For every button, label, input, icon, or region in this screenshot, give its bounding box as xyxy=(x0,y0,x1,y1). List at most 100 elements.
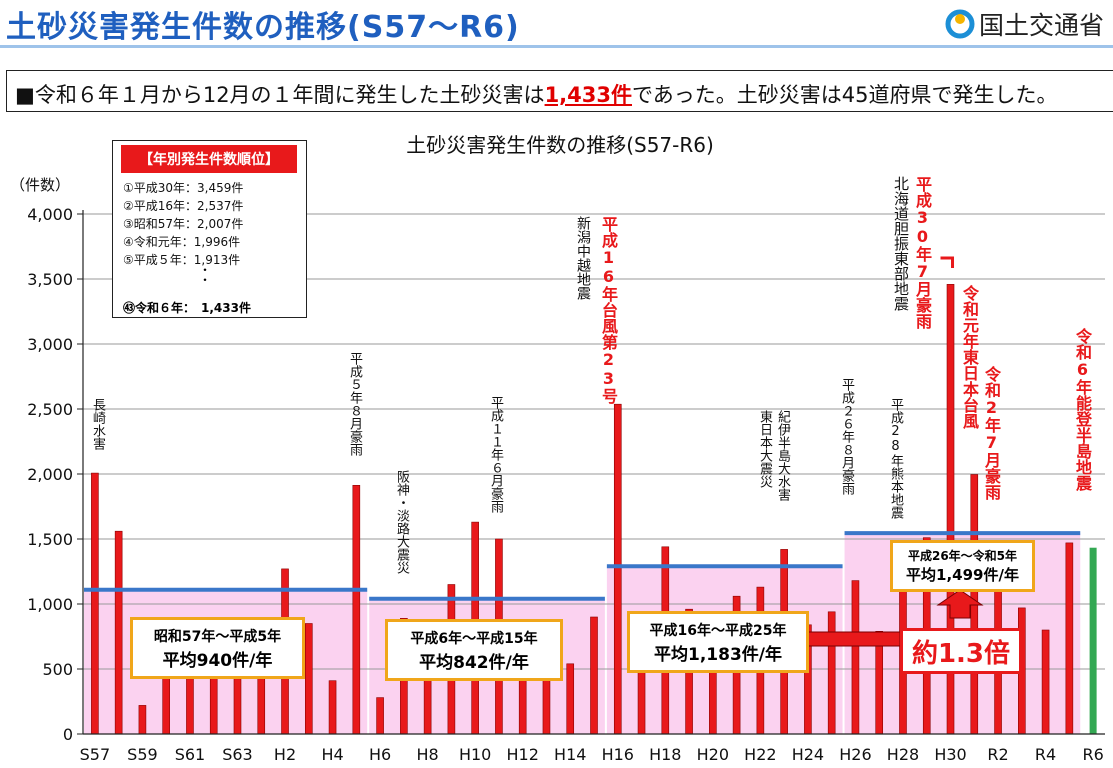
annotation-label: 平成１１年６月豪雨 xyxy=(488,396,503,513)
x-tick-label: H14 xyxy=(554,745,586,764)
annotation-label: 阪神・淡路大震災 xyxy=(394,470,409,574)
x-tick-label: H6 xyxy=(369,745,391,764)
x-tick-label: H26 xyxy=(839,745,871,764)
annotation-label: 東日本大震災 xyxy=(757,410,772,488)
x-tick-label: H18 xyxy=(649,745,681,764)
avg-box-3: 平成16年～平成25年 平均1,183件/年 xyxy=(627,611,809,673)
mlit-logo-icon xyxy=(945,9,975,39)
annotation-arrow xyxy=(940,256,955,268)
page-title: 土砂災害発生件数の推移(S57～R6) xyxy=(6,10,520,45)
bar xyxy=(566,663,575,735)
avg-value: 平均940件/年 xyxy=(162,651,273,671)
bar xyxy=(1065,542,1074,735)
x-tick-label: H24 xyxy=(792,745,824,764)
x-tick-label: H20 xyxy=(697,745,729,764)
x-tick-label: S63 xyxy=(222,745,253,764)
annotation-label: 平成５年８月豪雨 xyxy=(347,352,362,456)
x-tick-label: H4 xyxy=(321,745,343,764)
x-tick-label: S59 xyxy=(127,745,158,764)
summary-text: ■令和６年１月から12月の１年間に発生した土砂災害は1,433件であった。土砂災… xyxy=(15,79,1058,109)
bar xyxy=(875,630,884,735)
summary-suffix: であった。土砂災害は45道府県で発生した。 xyxy=(632,83,1058,107)
avg-box-1: 昭和57年～平成5年 平均940件/年 xyxy=(130,617,305,679)
bar xyxy=(114,530,123,735)
annotation-label: 北海道胆振東部地震 xyxy=(892,176,910,311)
annotation-label: 平成28年熊本地震 xyxy=(888,398,903,519)
avg-period: 平成26年～令和5年 xyxy=(907,549,1018,563)
summary-box: ■令和６年１月から12月の１年間に発生した土砂災害は1,433件であった。土砂災… xyxy=(6,70,1113,112)
x-tick-label: S57 xyxy=(80,745,111,764)
y-tick-label: 1,500 xyxy=(27,530,73,549)
x-tick-label: H30 xyxy=(934,745,966,764)
annotation-label: 平成16年台風第23号 xyxy=(599,216,618,404)
y-tick-label: 3,500 xyxy=(27,270,73,289)
annotation-label: 平成30年7月豪雨 xyxy=(913,176,932,329)
bar xyxy=(851,580,860,735)
bar xyxy=(613,403,622,735)
y-tick-label: 4,000 xyxy=(27,205,73,224)
bar xyxy=(91,472,99,735)
bar xyxy=(376,697,384,735)
annotation-label: 平成２６年８月豪雨 xyxy=(839,378,854,495)
avg-period: 平成16年～平成25年 xyxy=(649,623,787,639)
ratio-badge: 約1.3倍 xyxy=(900,628,1022,674)
ranking-item: ①平成30年：3,459件 xyxy=(123,181,244,195)
x-tick-label: R6 xyxy=(1082,745,1103,764)
bar xyxy=(138,705,147,735)
bar xyxy=(1041,629,1050,735)
y-tick-label: 1,000 xyxy=(27,595,73,614)
bar xyxy=(1089,547,1097,734)
ranking-dot: ・ xyxy=(199,263,212,277)
bar xyxy=(827,611,836,735)
avg-value: 平均1,499件/年 xyxy=(906,566,1019,584)
ranking-latest: ㊸令和６年： 1,433件 xyxy=(123,301,251,315)
x-tick-label: H10 xyxy=(459,745,491,764)
avg-value: 平均842件/年 xyxy=(419,653,529,673)
ranking-item: ③昭和57年：2,007件 xyxy=(123,217,244,231)
ministry-logo: 国土交通省 xyxy=(945,6,1104,42)
bar xyxy=(352,485,361,735)
avg-period: 平成6年～平成15年 xyxy=(410,631,538,647)
annotation-label: 令和6年能登半島地震 xyxy=(1073,328,1092,491)
bar xyxy=(328,680,337,735)
x-tick-label: R4 xyxy=(1035,745,1056,764)
x-tick-label: H22 xyxy=(744,745,776,764)
x-tick-label: S61 xyxy=(175,745,206,764)
chart-title: 土砂災害発生件数の推移(S57-R6) xyxy=(406,133,714,157)
y-tick-label: 2,500 xyxy=(27,400,73,419)
x-tick-label: H28 xyxy=(887,745,919,764)
ranking-title: 【年別発生件数順位】 xyxy=(121,145,297,173)
avg-box-2: 平成6年～平成15年 平均842件/年 xyxy=(385,619,563,681)
y-tick-label: 2,000 xyxy=(27,465,73,484)
avg-box-4: 平成26年～令和5年 平均1,499件/年 xyxy=(890,540,1035,592)
y-axis-label: （件数） xyxy=(10,176,70,194)
summary-prefix: ■令和６年１月から12月の１年間に発生した土砂災害は xyxy=(15,83,545,107)
x-tick-label: H2 xyxy=(274,745,296,764)
ranking-item: ②平成16年：2,537件 xyxy=(123,199,244,213)
ranking-dot: ・ xyxy=(199,273,212,287)
avg-value: 平均1,183件/年 xyxy=(654,645,782,665)
annotation-label: 令和2年7月豪雨 xyxy=(982,366,1001,500)
avg-period: 昭和57年～平成5年 xyxy=(153,629,282,645)
title-rule xyxy=(0,45,1113,48)
ranking-item: ⑤平成５年：1,913件 xyxy=(123,253,241,267)
ranking-box: 【年別発生件数順位】 ①平成30年：3,459件 ②平成16年：2,537件 ③昭和… xyxy=(112,140,307,318)
annotation-label: 紀伊半島大水害 xyxy=(775,410,790,501)
x-tick-label: R2 xyxy=(987,745,1008,764)
ministry-name: 国土交通省 xyxy=(979,11,1105,40)
ranking-item: ④令和元年：1,996件 xyxy=(123,235,241,249)
bar xyxy=(304,623,313,735)
y-tick-label: 3,000 xyxy=(27,335,73,354)
y-tick-label: 0 xyxy=(63,725,73,744)
ranking-ellipsis: ・・ xyxy=(199,263,212,287)
annotation-label: 長崎水害 xyxy=(90,398,105,450)
x-tick-label: H16 xyxy=(602,745,634,764)
x-tick-label: H8 xyxy=(417,745,439,764)
y-tick-label: 500 xyxy=(42,660,73,679)
annotation-label: 令和元年東日本台風 xyxy=(960,285,979,429)
ranking-list: ①平成30年：3,459件 ②平成16年：2,537件 ③昭和57年：2,007件 ④… xyxy=(123,179,243,269)
summary-highlight: 1,433件 xyxy=(544,83,632,107)
annotation-label: 新潟中越地震 xyxy=(575,216,591,300)
up-arrow xyxy=(936,589,984,619)
ratio-arrow xyxy=(807,631,901,647)
